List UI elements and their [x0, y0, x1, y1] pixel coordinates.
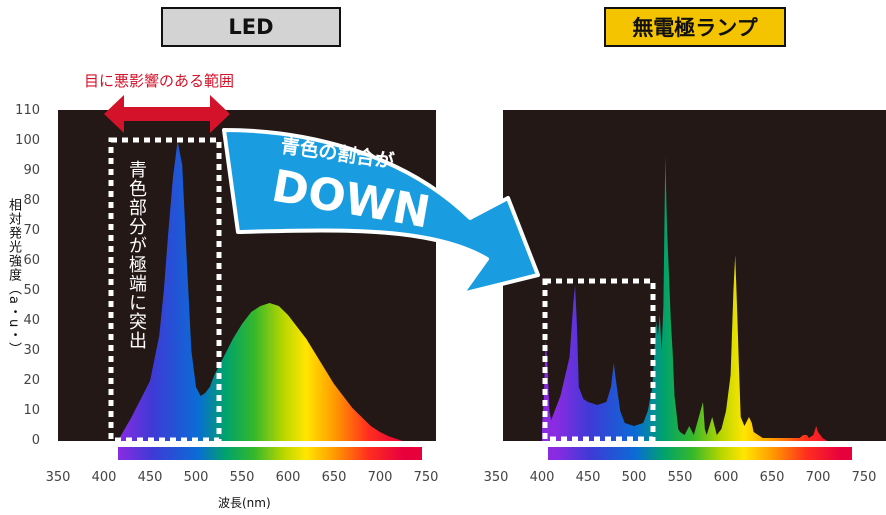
- y-tick-label: 110: [15, 103, 40, 118]
- x-tick-label: 600: [713, 470, 739, 485]
- x-tick-label: 650: [759, 470, 785, 485]
- y-tick-label: 50: [23, 283, 40, 298]
- down-arrow-graphic: 青色の割合が DOWN: [222, 128, 540, 296]
- lamp-plot-background: [503, 110, 886, 441]
- y-tick-label: 40: [23, 313, 40, 328]
- x-tick-label: 550: [229, 470, 255, 485]
- x-tick-label: 350: [45, 470, 71, 485]
- x-tick-label: 450: [575, 470, 601, 485]
- lamp-title: 無電極ランプ: [604, 7, 786, 47]
- y-tick-label: 100: [15, 133, 40, 148]
- y-tick-label: 80: [23, 193, 40, 208]
- x-tick-label: 650: [321, 470, 347, 485]
- x-tick-label: 400: [529, 470, 555, 485]
- y-tick-label: 20: [23, 373, 40, 388]
- y-tick-label: 70: [23, 223, 40, 238]
- lamp-blue-range-frame: [542, 278, 656, 442]
- blue-peak-callout: 青色部分が極端に突出: [126, 160, 147, 350]
- lamp-spectrum-color-bar: [548, 447, 852, 460]
- x-tick-label: 500: [183, 470, 209, 485]
- y-tick-label: 60: [23, 253, 40, 268]
- led-spectrum: [117, 141, 404, 441]
- y-tick-label: 0: [31, 433, 40, 448]
- x-axis-label: 波長(nm): [218, 496, 271, 510]
- y-tick-label: 10: [23, 403, 40, 418]
- spectrum-area: [117, 141, 404, 441]
- x-tick-label: 450: [137, 470, 163, 485]
- x-tick-label: 600: [275, 470, 301, 485]
- y-tick-label: 90: [23, 163, 40, 178]
- y-tick-label: 30: [23, 343, 40, 358]
- x-tick-label: 700: [805, 470, 831, 485]
- harm-range-label: 目に悪影響のある範囲: [84, 72, 235, 90]
- spectrum-area: [542, 156, 828, 441]
- x-tick-label: 400: [91, 470, 117, 485]
- x-tick-label: 750: [413, 470, 439, 485]
- harm-range-arrow: [104, 95, 230, 133]
- lamp-spectrum: [542, 156, 828, 441]
- x-tick-label: 700: [367, 470, 393, 485]
- led-title: LED: [161, 7, 341, 47]
- y-axis-label: 相対発光強度（a・u・）: [6, 198, 21, 357]
- led-blue-range-frame: [108, 137, 222, 443]
- led-spectrum-color-bar: [118, 447, 422, 460]
- x-tick-label: 350: [483, 470, 509, 485]
- x-tick-label: 500: [621, 470, 647, 485]
- x-tick-label: 550: [667, 470, 693, 485]
- x-tick-label: 750: [851, 470, 877, 485]
